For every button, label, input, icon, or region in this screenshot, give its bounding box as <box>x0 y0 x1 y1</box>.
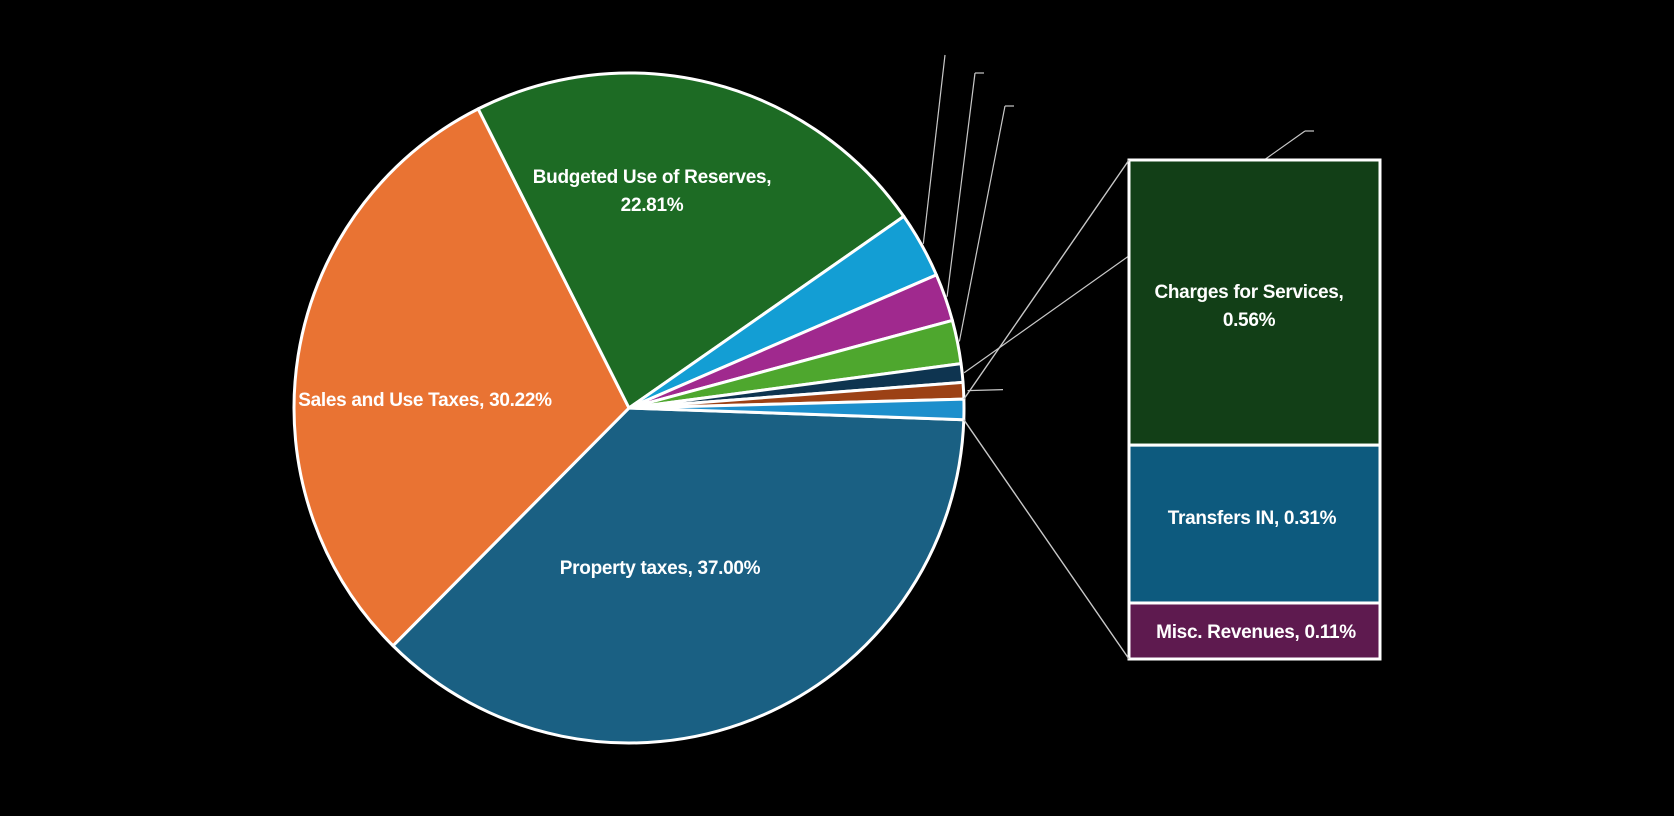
slice-budgeted-use-of-reserves <box>476 71 906 410</box>
bar-segment-misc-revenues <box>1127 601 1382 661</box>
bar-segment-charges-for-services <box>1127 158 1382 447</box>
label-sales-and-use-taxes: Sales and Use Taxes, 30.22% <box>298 390 552 411</box>
label-property-taxes: Property taxes, 37.00% <box>560 558 761 579</box>
label-transfers-in: Transfers IN, 0.31% <box>1168 508 1337 529</box>
label-charges-for-services: Charges for Services, <box>1154 282 1343 303</box>
leader-line-3 <box>958 105 1006 342</box>
label-budgeted-use-of-reserves-pct: 22.81% <box>621 195 684 216</box>
label-budgeted-use-of-reserves: Budgeted Use of Reserves, <box>533 167 772 188</box>
bar-segment-transfers-in <box>1127 443 1382 605</box>
slice-other-breakout <box>627 397 966 422</box>
label-charges-for-services-pct: 0.56% <box>1223 310 1276 331</box>
connector-lines <box>963 159 1130 660</box>
connector-line-top <box>963 159 1130 400</box>
leader-line-2 <box>946 72 976 297</box>
leader-line-1 <box>922 54 946 244</box>
slice-property-taxes <box>391 406 966 745</box>
leader-line-brown <box>967 389 1004 392</box>
connector-line-bottom <box>963 419 1130 660</box>
label-misc-revenues: Misc. Revenues, 0.11% <box>1156 622 1356 643</box>
breakout-bar <box>1127 158 1382 661</box>
pie-slices <box>292 71 966 745</box>
